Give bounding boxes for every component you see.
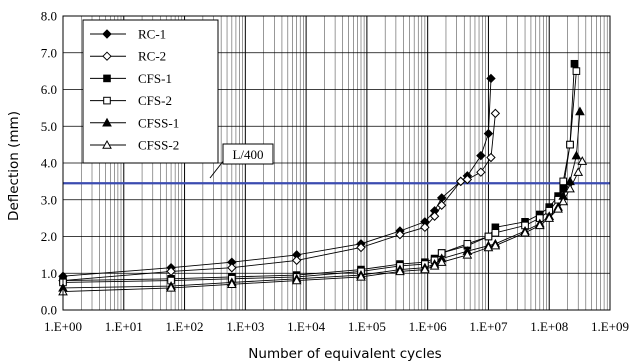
data-point	[577, 156, 588, 165]
data-point	[463, 240, 472, 248]
data-point	[429, 211, 440, 221]
data-point	[572, 67, 581, 75]
legend-label: RC-2	[138, 49, 166, 64]
data-point	[429, 260, 440, 270]
data-point	[420, 222, 430, 233]
y-tick-label: 5.0	[41, 119, 57, 134]
x-tick-label: 1.E+05	[348, 319, 386, 334]
y-tick-label: 3.0	[41, 192, 57, 207]
legend-marker	[102, 51, 112, 61]
data-point	[356, 271, 366, 281]
data-point	[395, 229, 405, 240]
data-point	[575, 106, 585, 116]
y-tick-label: 6.0	[41, 82, 57, 97]
x-axis-title: Number of equivalent cycles	[248, 346, 441, 362]
data-point	[490, 108, 501, 119]
data-point	[484, 232, 493, 241]
series-group	[58, 59, 588, 296]
data-point	[486, 152, 496, 163]
y-tick-label: 2.0	[41, 229, 57, 244]
data-point	[476, 167, 486, 177]
data-point	[291, 275, 302, 285]
y-tick-label: 1.0	[41, 266, 57, 281]
data-point	[227, 263, 237, 273]
data-point	[571, 150, 582, 160]
legend-label: CFSS-1	[138, 115, 179, 130]
legend-box	[82, 19, 219, 164]
data-point	[420, 264, 430, 274]
data-point	[436, 200, 447, 210]
y-axis-ticks: 0.0 1.0 2.0 3.0 4.0 5.0 6.0 7.0 8.0	[41, 9, 57, 318]
x-tick-label: 1.E+02	[166, 319, 204, 334]
data-point	[476, 150, 486, 161]
legend-label: CFS-1	[138, 71, 172, 86]
data-point	[462, 174, 473, 185]
data-point	[520, 227, 530, 237]
data-point	[534, 220, 545, 230]
legend: RC-1 RC-2 CFS-1 CFS-2 CFSS-1 CFSS-2	[82, 19, 219, 164]
x-tick-label: 1.E+07	[469, 319, 508, 334]
reference-annotation: L/400	[209, 143, 274, 179]
legend-label: CFSS-2	[138, 138, 179, 153]
x-tick-label: 1.E+08	[530, 319, 568, 334]
legend-label: RC-1	[138, 27, 166, 42]
annotation-box	[222, 143, 274, 165]
data-point	[486, 73, 496, 84]
data-point	[544, 213, 555, 222]
legend-marker	[102, 139, 112, 149]
series-line	[62, 78, 492, 277]
x-tick-label: 1.E+06	[409, 319, 448, 334]
series-line	[62, 161, 583, 293]
legend-marker	[102, 29, 112, 39]
data-point	[356, 242, 366, 253]
data-point	[227, 279, 237, 288]
x-tick-label: 1.E+03	[226, 319, 264, 334]
legend-marker	[102, 117, 112, 127]
data-point	[566, 140, 574, 149]
x-tick-label: 1.E+09	[591, 319, 629, 334]
data-point	[559, 177, 568, 186]
x-tick-label: 1.E+04	[287, 319, 326, 334]
data-point	[553, 203, 563, 213]
legend-item-cfss-1: CFSS-1	[90, 115, 179, 130]
x-tick-label: 1.E+00	[44, 319, 82, 334]
data-point	[395, 266, 405, 276]
y-tick-label: 8.0	[41, 9, 57, 24]
series-rc-2	[58, 108, 501, 286]
data-point	[436, 257, 447, 266]
series-cfss-2	[58, 156, 588, 296]
legend-item-cfs-1: CFS-1	[90, 71, 172, 86]
data-point	[573, 167, 584, 176]
data-point	[490, 240, 501, 250]
data-point	[491, 229, 500, 237]
legend-item-cfss-2: CFSS-2	[90, 138, 179, 153]
x-axis-ticks: 1.E+00 1.E+01 1.E+02 1.E+03 1.E+04 1.E+05 1.E+…	[44, 319, 629, 334]
legend-item-rc-2: RC-2	[90, 49, 166, 64]
plot-frame	[62, 15, 611, 311]
legend-marker	[103, 74, 111, 83]
legend-item-rc-1: RC-1	[90, 27, 166, 42]
data-point	[565, 183, 575, 193]
data-point	[291, 255, 302, 266]
data-point	[483, 242, 494, 252]
data-point	[462, 249, 473, 259]
legend-label: CFS-2	[138, 93, 172, 108]
legend-marker	[103, 96, 111, 105]
data-point	[558, 196, 569, 206]
data-point	[483, 128, 494, 139]
y-axis-title: Deflection (mm)	[6, 111, 22, 221]
y-tick-label: 0.0	[41, 303, 57, 318]
annotation-label: L/400	[232, 147, 263, 162]
y-tick-label: 4.0	[41, 156, 57, 171]
legend-item-cfs-2: CFS-2	[90, 93, 172, 108]
data-point	[166, 282, 176, 292]
y-tick-label: 7.0	[41, 45, 57, 60]
data-point	[570, 59, 579, 68]
x-tick-label: 1.E+01	[105, 319, 143, 334]
